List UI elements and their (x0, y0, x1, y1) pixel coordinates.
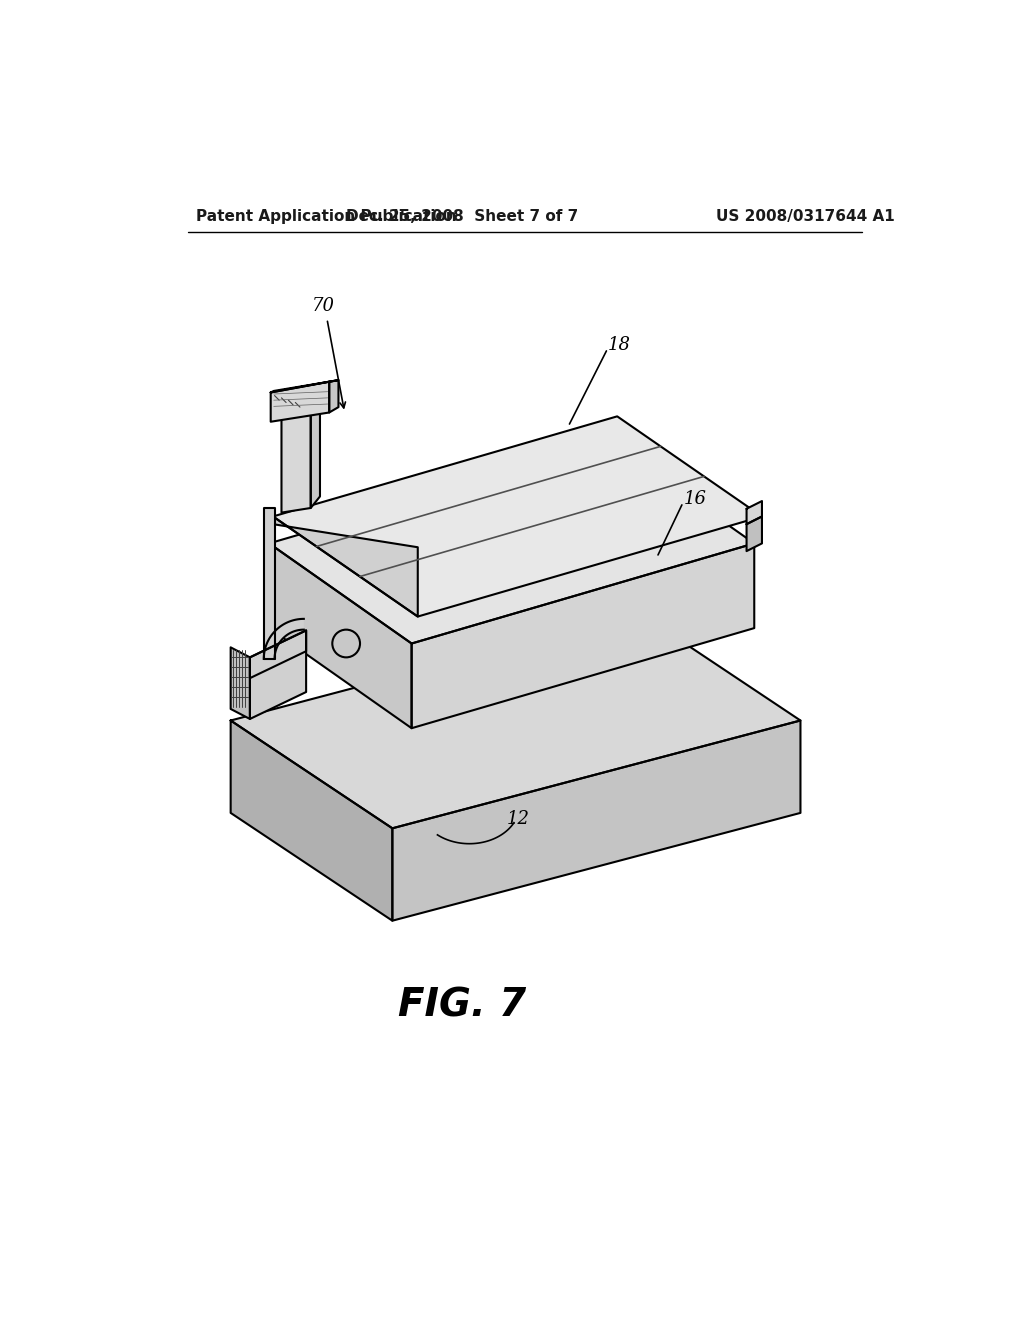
Polygon shape (230, 647, 250, 719)
Text: Dec. 25, 2008  Sheet 7 of 7: Dec. 25, 2008 Sheet 7 of 7 (345, 209, 578, 223)
Polygon shape (310, 404, 319, 508)
Polygon shape (270, 380, 339, 392)
Polygon shape (412, 544, 755, 729)
Polygon shape (330, 380, 339, 412)
Polygon shape (264, 508, 274, 659)
Polygon shape (269, 544, 412, 729)
Text: 16: 16 (683, 490, 707, 508)
Text: 70: 70 (311, 297, 335, 315)
Polygon shape (250, 631, 306, 678)
Text: 18: 18 (608, 335, 631, 354)
Text: FIG. 7: FIG. 7 (397, 986, 525, 1024)
Text: 12: 12 (506, 810, 529, 828)
Polygon shape (746, 502, 762, 524)
Polygon shape (250, 631, 306, 719)
Polygon shape (273, 516, 418, 616)
Polygon shape (230, 721, 392, 921)
Polygon shape (273, 416, 762, 616)
Text: Patent Application Publication: Patent Application Publication (196, 209, 457, 223)
Polygon shape (269, 444, 755, 644)
Text: US 2008/0317644 A1: US 2008/0317644 A1 (716, 209, 895, 223)
Polygon shape (392, 721, 801, 921)
Polygon shape (270, 381, 330, 422)
Polygon shape (230, 612, 801, 829)
Polygon shape (282, 412, 310, 512)
Polygon shape (746, 516, 762, 552)
Polygon shape (264, 619, 304, 659)
